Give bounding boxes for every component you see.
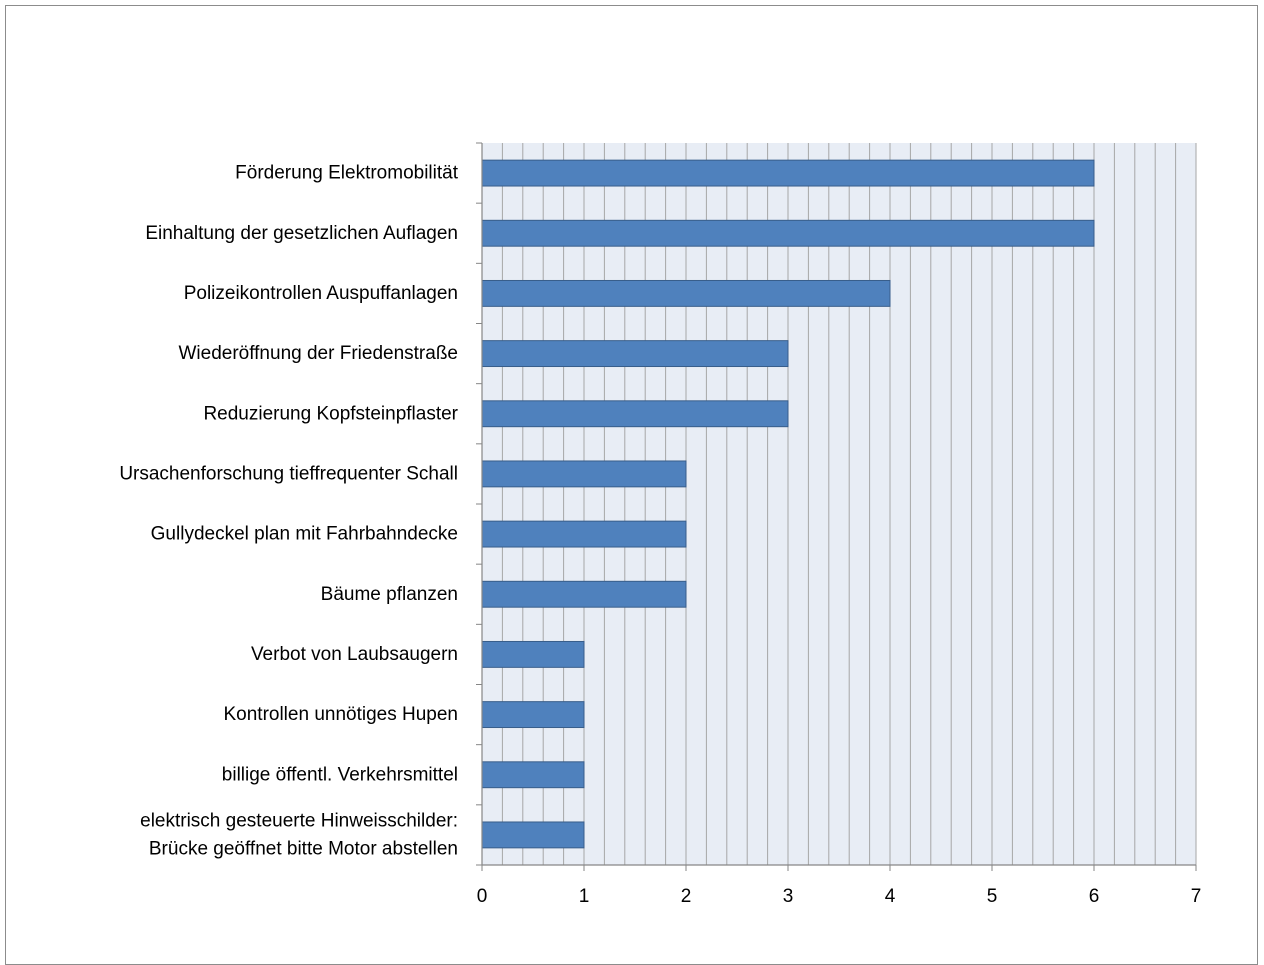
category-label: Reduzierung Kopfsteinpflaster [203, 403, 458, 424]
category-label: Förderung Elektromobilität [235, 163, 459, 184]
bar [481, 400, 789, 428]
category-label: Verbot von Laubsaugern [251, 644, 458, 665]
chart-frame: Förderung Elektromobilität Einhaltung der… [5, 5, 1258, 965]
category-label: Brücke geöffnet bitte Motor abstellen [149, 838, 458, 859]
category-label: Einhaltung der gesetzlichen Auflagen [145, 223, 458, 244]
x-tick-label: 5 [987, 886, 998, 907]
x-tick-label: 6 [1089, 886, 1100, 907]
bar [481, 279, 891, 307]
x-tick-label: 4 [885, 886, 896, 907]
plot-area [482, 143, 1196, 865]
category-label: Wiederöffnung der Friedenstraße [178, 343, 458, 364]
bar [481, 460, 687, 488]
category-labels: Förderung Elektromobilität Einhaltung der… [119, 163, 458, 860]
category-label: Bäume pflanzen [321, 584, 458, 605]
bar [481, 640, 585, 668]
bar [481, 340, 789, 368]
x-tick-label: 3 [783, 886, 794, 907]
x-tick-label: 2 [681, 886, 692, 907]
x-tick-label: 1 [579, 886, 590, 907]
bar [481, 580, 687, 608]
bar [481, 219, 1095, 247]
category-label: Ursachenforschung tieffrequenter Schall [119, 463, 458, 484]
x-tick-label: 0 [477, 886, 488, 907]
category-label: Kontrollen unnötiges Hupen [223, 704, 458, 725]
gridlines [501, 143, 1197, 865]
bars [481, 159, 1095, 849]
bar [481, 821, 585, 849]
bar [481, 761, 585, 789]
bar [481, 701, 585, 729]
category-label: Polizeikontrollen Auspuffanlagen [184, 283, 458, 304]
category-label: Gullydeckel plan mit Fahrbahndecke [151, 524, 458, 545]
axes [476, 142, 1197, 871]
category-label: billige öffentl. Verkehrsmittel [222, 764, 458, 785]
x-tick-label: 7 [1191, 886, 1202, 907]
bar [481, 159, 1095, 187]
x-tick-labels: 0 1 2 3 4 5 6 7 [477, 886, 1202, 907]
bar [481, 520, 687, 548]
bar-chart: Förderung Elektromobilität Einhaltung der… [119, 142, 1202, 907]
category-label: elektrisch gesteuerte Hinweisschilder: [140, 810, 458, 831]
